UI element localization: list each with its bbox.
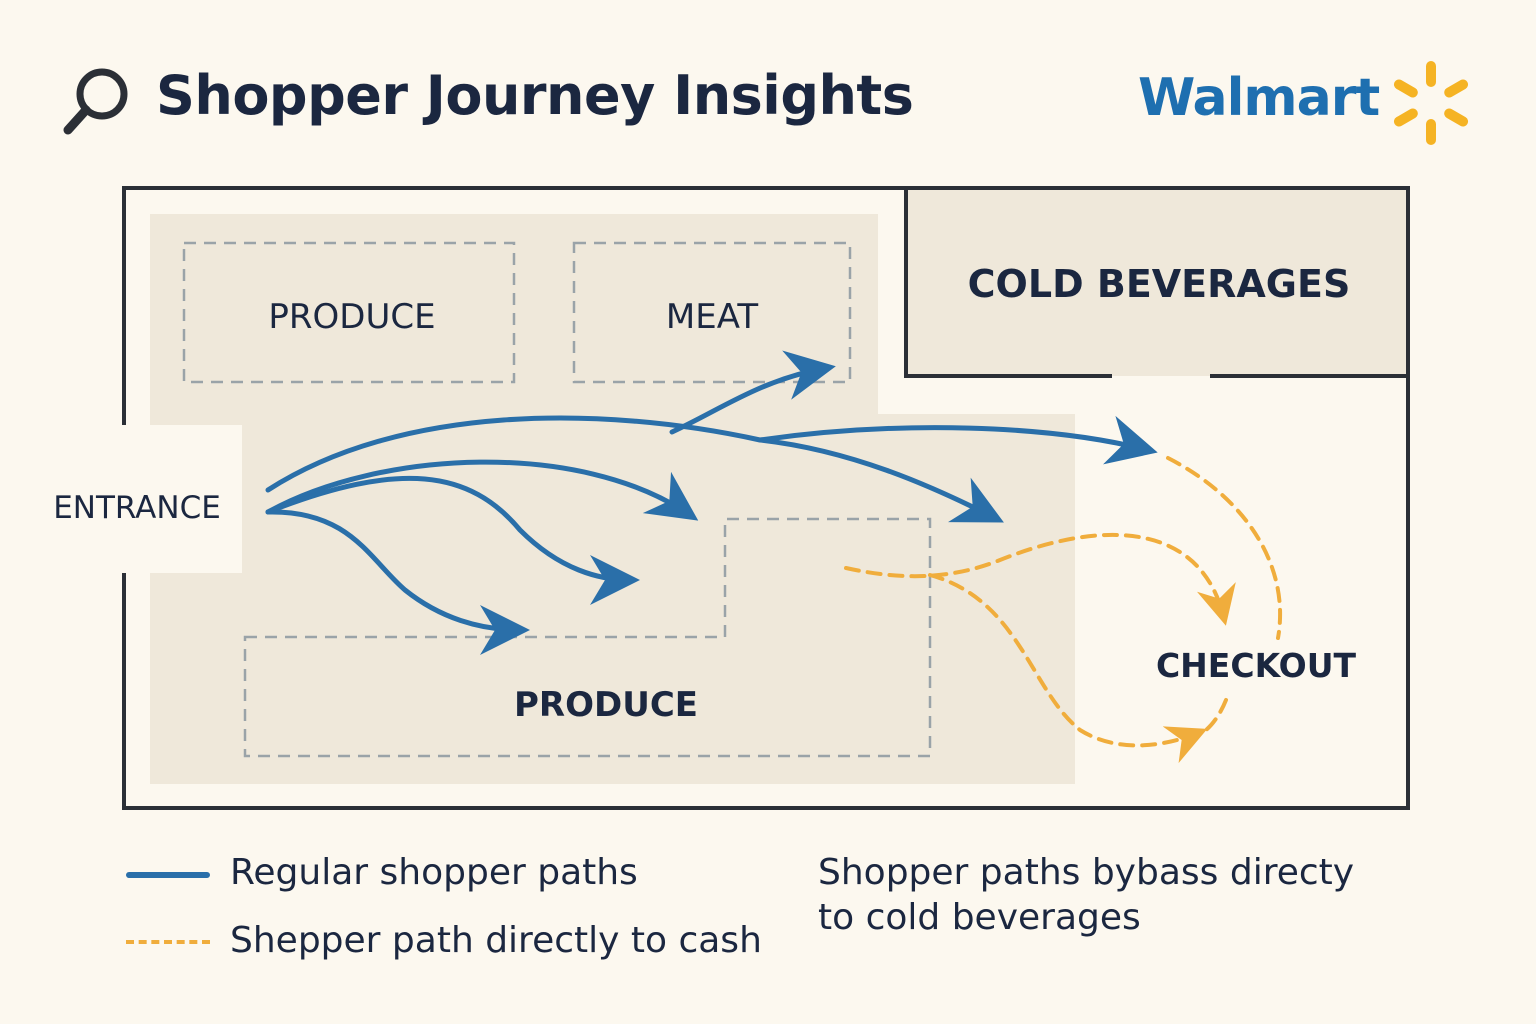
entrance-opening (118, 425, 242, 573)
label-produce-top: PRODUCE (268, 297, 435, 337)
spark-petal (1393, 79, 1418, 98)
zone-produce-top (182, 241, 516, 384)
page-title: Shopper Journey Insights (156, 64, 914, 127)
store-wall (122, 186, 1410, 810)
brand-name: Walmart (1138, 68, 1380, 128)
spark-petal (1426, 61, 1436, 87)
label-cold-beverages: COLD BEVERAGES (968, 262, 1351, 306)
spark-petal (1426, 119, 1436, 145)
zone-produce-bottom (243, 517, 932, 758)
brand-logo: Walmart (1138, 58, 1478, 148)
regular-path-low (265, 509, 530, 655)
legend-label-regular: Regular shopper paths (230, 852, 638, 893)
direct-path-upper-checkout (844, 532, 1236, 626)
spark-petal (1444, 79, 1469, 98)
legend-swatch-solid (126, 872, 210, 878)
regular-path-to-meat (669, 350, 836, 435)
direct-path-from-cold-beverages (1166, 456, 1283, 640)
legend-label-direct: Shepper path directly to cash (230, 920, 762, 961)
label-produce-bottom: PRODUCE (514, 685, 698, 725)
legend-swatch-dashed (126, 940, 210, 944)
label-checkout: CHECKOUT (1156, 646, 1357, 685)
label-meat: MEAT (666, 297, 758, 337)
direct-path-checkout-loop (1204, 698, 1228, 732)
cold-beverages-wall (904, 188, 1408, 378)
spark-petal (1444, 108, 1469, 127)
direct-path-lower-checkout (928, 573, 1208, 764)
legend-note-line-1: Shopper paths bybass directy (818, 852, 1355, 893)
spark-icon (1393, 61, 1469, 145)
regular-path-mid-2 (265, 475, 640, 605)
search-icon (63, 68, 128, 135)
legend-note: Shopper paths bybass directy to cold bev… (818, 850, 1378, 940)
zone-meat (572, 241, 852, 384)
regular-path-to-center (757, 437, 1004, 523)
cold-beverages-room (906, 190, 1406, 376)
regular-path-to-cold-beverages (265, 415, 1158, 493)
header: Shopper Journey Insights Walmart (60, 58, 1486, 145)
store-floor (150, 214, 1075, 784)
regular-path-mid-1 (265, 459, 699, 521)
spark-petal (1393, 108, 1418, 127)
legend: Regular shopper paths Shepper path direc… (120, 850, 1420, 980)
label-entrance: ENTRANCE (53, 490, 221, 526)
legend-note-line-2: to cold beverages (818, 897, 1141, 938)
